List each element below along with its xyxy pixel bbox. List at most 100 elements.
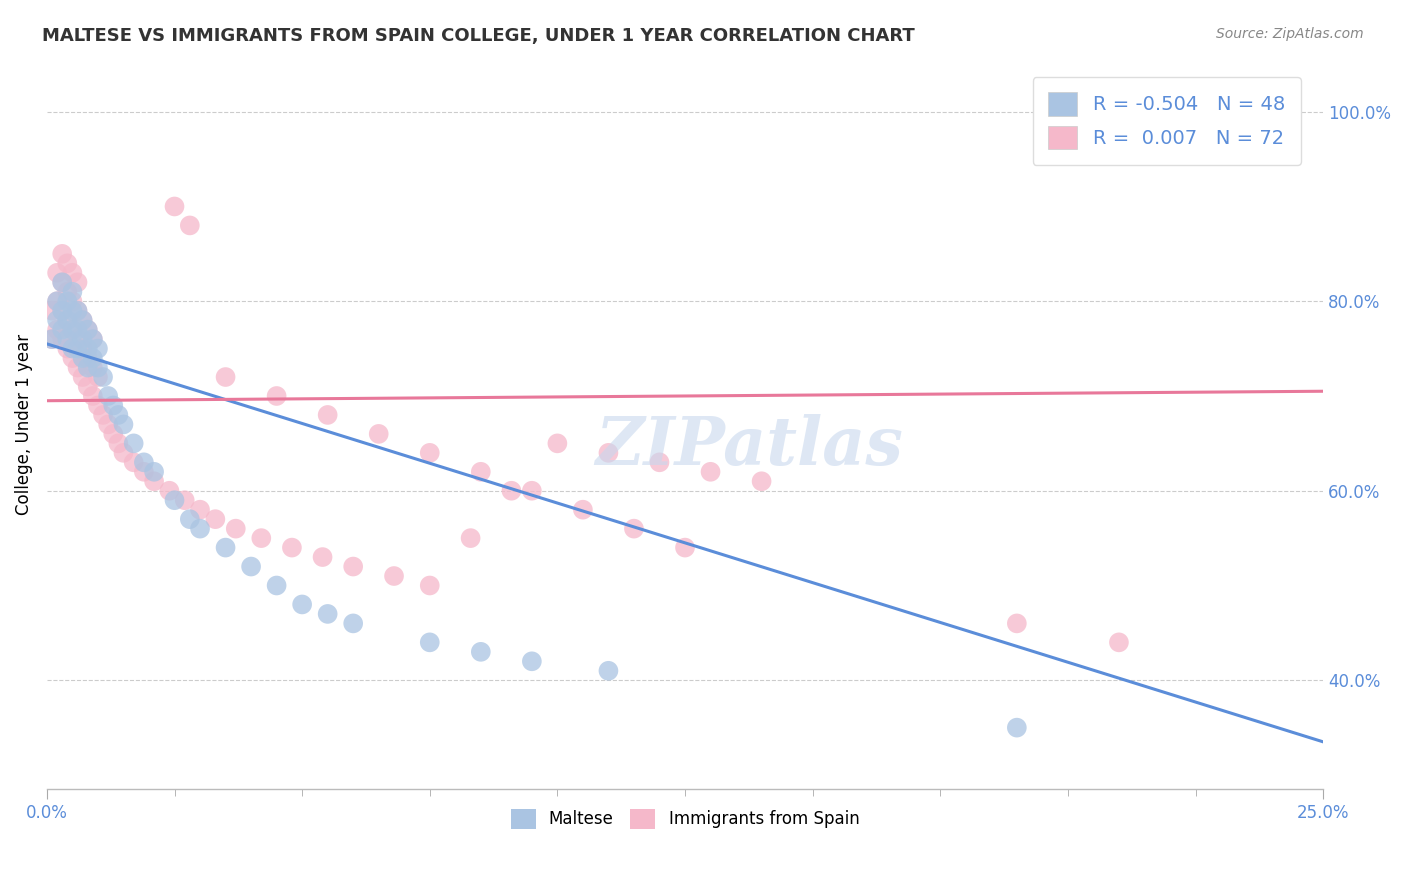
Point xyxy=(103,426,125,441)
Point xyxy=(91,370,114,384)
Point xyxy=(751,475,773,489)
Point xyxy=(46,294,69,309)
Point xyxy=(51,323,73,337)
Point xyxy=(97,389,120,403)
Point xyxy=(51,303,73,318)
Point xyxy=(112,417,135,432)
Point xyxy=(598,446,620,460)
Point xyxy=(66,275,89,289)
Point xyxy=(51,332,73,346)
Point xyxy=(87,370,110,384)
Point xyxy=(281,541,304,555)
Point xyxy=(470,465,492,479)
Point xyxy=(673,541,696,555)
Point xyxy=(66,332,89,346)
Point xyxy=(291,598,314,612)
Point xyxy=(419,635,441,649)
Point xyxy=(46,313,69,327)
Point xyxy=(132,455,155,469)
Point xyxy=(82,351,104,365)
Point xyxy=(62,342,84,356)
Point xyxy=(62,351,84,365)
Point xyxy=(91,408,114,422)
Point xyxy=(41,332,63,346)
Point xyxy=(266,578,288,592)
Point xyxy=(66,303,89,318)
Legend: Maltese, Immigrants from Spain: Maltese, Immigrants from Spain xyxy=(503,802,866,836)
Point xyxy=(62,323,84,337)
Point xyxy=(103,399,125,413)
Point xyxy=(367,426,389,441)
Point xyxy=(163,199,186,213)
Point xyxy=(188,522,211,536)
Point xyxy=(699,465,721,479)
Point xyxy=(173,493,195,508)
Point xyxy=(97,417,120,432)
Point xyxy=(76,323,98,337)
Point xyxy=(76,323,98,337)
Text: ZIPatlas: ZIPatlas xyxy=(595,414,903,479)
Point xyxy=(470,645,492,659)
Point xyxy=(419,578,441,592)
Text: MALTESE VS IMMIGRANTS FROM SPAIN COLLEGE, UNDER 1 YEAR CORRELATION CHART: MALTESE VS IMMIGRANTS FROM SPAIN COLLEGE… xyxy=(42,27,915,45)
Point xyxy=(87,399,110,413)
Point xyxy=(72,342,94,356)
Point xyxy=(179,512,201,526)
Point xyxy=(163,493,186,508)
Point xyxy=(51,275,73,289)
Point xyxy=(311,550,333,565)
Point xyxy=(76,351,98,365)
Point xyxy=(56,332,79,346)
Point xyxy=(72,332,94,346)
Point xyxy=(546,436,568,450)
Point xyxy=(82,360,104,375)
Point xyxy=(266,389,288,403)
Point xyxy=(62,266,84,280)
Point xyxy=(107,436,129,450)
Point xyxy=(225,522,247,536)
Point xyxy=(342,616,364,631)
Point xyxy=(72,370,94,384)
Point xyxy=(342,559,364,574)
Point xyxy=(66,323,89,337)
Point xyxy=(157,483,180,498)
Point xyxy=(56,313,79,327)
Point xyxy=(72,313,94,327)
Point xyxy=(41,332,63,346)
Point xyxy=(122,436,145,450)
Point xyxy=(41,303,63,318)
Point xyxy=(623,522,645,536)
Point xyxy=(82,332,104,346)
Point xyxy=(648,455,671,469)
Point xyxy=(107,408,129,422)
Point xyxy=(51,275,73,289)
Point xyxy=(72,351,94,365)
Point xyxy=(51,247,73,261)
Text: Source: ZipAtlas.com: Source: ZipAtlas.com xyxy=(1216,27,1364,41)
Point xyxy=(316,408,339,422)
Point xyxy=(56,285,79,299)
Point xyxy=(87,360,110,375)
Point xyxy=(132,465,155,479)
Y-axis label: College, Under 1 year: College, Under 1 year xyxy=(15,334,32,515)
Point xyxy=(82,389,104,403)
Point xyxy=(51,303,73,318)
Point xyxy=(1005,721,1028,735)
Point xyxy=(520,654,543,668)
Point xyxy=(179,219,201,233)
Point xyxy=(46,266,69,280)
Point xyxy=(112,446,135,460)
Point xyxy=(214,541,236,555)
Point xyxy=(382,569,405,583)
Point xyxy=(72,313,94,327)
Point xyxy=(62,285,84,299)
Point xyxy=(143,465,166,479)
Point xyxy=(62,294,84,309)
Point xyxy=(204,512,226,526)
Point xyxy=(56,256,79,270)
Point xyxy=(316,607,339,621)
Point xyxy=(62,323,84,337)
Point xyxy=(66,342,89,356)
Point xyxy=(46,323,69,337)
Point xyxy=(460,531,482,545)
